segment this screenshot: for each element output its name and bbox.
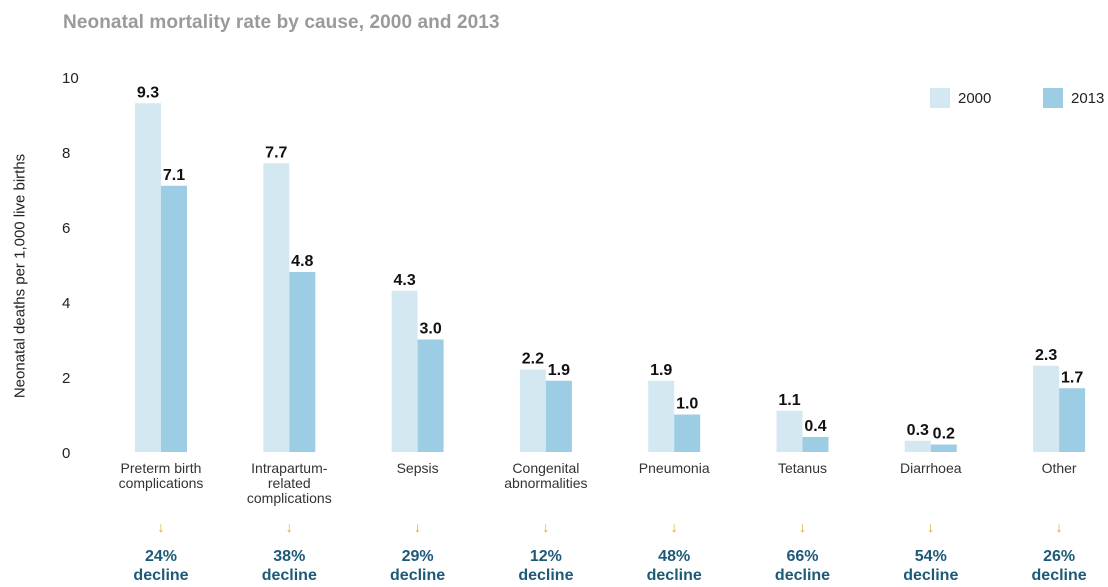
decline-percent-0: 24% [145,548,177,565]
legend-label-2000: 2000 [958,89,992,107]
decline-arrow-4: ↓ [671,519,678,535]
data-label-2000-3: 2.2 [522,351,544,368]
data-label-2013-4: 1.0 [676,396,698,413]
decline-word-2: decline [390,567,445,584]
y-tick-label-8: 8 [62,145,70,162]
legend-swatch-2013 [1043,88,1063,108]
category-label-0: Preterm birth complications [119,460,204,491]
bar-2013-3 [545,380,572,452]
bar-2000-5 [776,410,803,452]
category-label-7: Other [1042,460,1077,476]
bar-2000-6 [904,440,931,452]
category-label-6: Diarrhoea [900,460,962,476]
data-label-2013-2: 3.0 [419,321,441,338]
decline-word-1: decline [262,567,317,584]
category-label-4: Pneumonia [639,460,710,476]
data-label-2013-0: 7.1 [163,167,185,184]
decline-arrow-2: ↓ [414,519,421,535]
category-label-5: Tetanus [778,460,827,476]
legend-label-2013: 2013 [1071,89,1105,107]
data-label-2000-5: 1.1 [778,392,800,409]
decline-arrow-6: ↓ [927,519,934,535]
decline-percent-1: 38% [273,548,305,565]
bar-2000-3 [519,369,546,452]
decline-percent-3: 12% [530,548,562,565]
bar-2013-2 [417,339,444,452]
decline-word-7: decline [1032,567,1087,584]
legend-swatch-2000 [930,88,950,108]
y-tick-label-4: 4 [62,295,70,312]
decline-word-3: decline [518,567,573,584]
y-tick-label-2: 2 [62,370,70,387]
y-tick-label-10: 10 [62,70,79,87]
decline-percent-6: 54% [915,548,947,565]
data-label-2013-5: 0.4 [804,418,826,435]
bar-2013-4 [674,414,701,452]
data-label-2000-0: 9.3 [137,84,159,101]
category-label-3: Congenital abnormalities [504,460,587,491]
data-label-2000-7: 2.3 [1035,347,1057,364]
data-label-2000-6: 0.3 [907,422,929,439]
chart-title: Neonatal mortality rate by cause, 2000 a… [63,12,500,33]
decline-word-0: decline [133,567,188,584]
bar-2000-0 [135,103,161,452]
bar-2000-7 [1033,365,1060,452]
bar-2000-1 [263,163,290,452]
decline-percent-2: 29% [402,548,434,565]
legend-item-2000: 2000 [930,88,991,108]
legend-item-2013: 2013 [1043,88,1104,108]
category-label-2: Sepsis [397,460,439,476]
decline-arrow-1: ↓ [286,519,293,535]
y-tick-label-0: 0 [62,445,70,462]
bar-2013-5 [802,437,829,452]
decline-arrow-0: ↓ [158,519,165,535]
decline-word-4: decline [647,567,702,584]
decline-arrow-7: ↓ [1056,519,1063,535]
bar-2013-7 [1059,388,1086,452]
bar-2000-4 [648,380,675,452]
category-label-1: Intrapartum-related complications [247,460,332,506]
decline-arrow-3: ↓ [542,519,549,535]
data-label-2000-2: 4.3 [393,272,415,289]
data-label-2013-6: 0.2 [933,426,955,443]
y-tick-label-6: 6 [62,220,70,237]
bar-2013-0 [161,185,187,452]
data-label-2013-3: 1.9 [548,362,570,379]
decline-percent-4: 48% [658,548,690,565]
data-label-2013-7: 1.7 [1061,369,1083,386]
data-label-2000-4: 1.9 [650,362,672,379]
data-label-2000-1: 7.7 [265,144,287,161]
decline-word-6: decline [903,567,958,584]
bar-2013-6 [930,444,957,452]
data-label-2013-1: 4.8 [291,253,313,270]
bar-2000-2 [391,290,418,452]
decline-word-5: decline [775,567,830,584]
decline-percent-5: 66% [786,548,818,565]
decline-arrow-5: ↓ [799,519,806,535]
decline-percent-7: 26% [1043,548,1075,565]
bar-2013-1 [289,272,316,452]
